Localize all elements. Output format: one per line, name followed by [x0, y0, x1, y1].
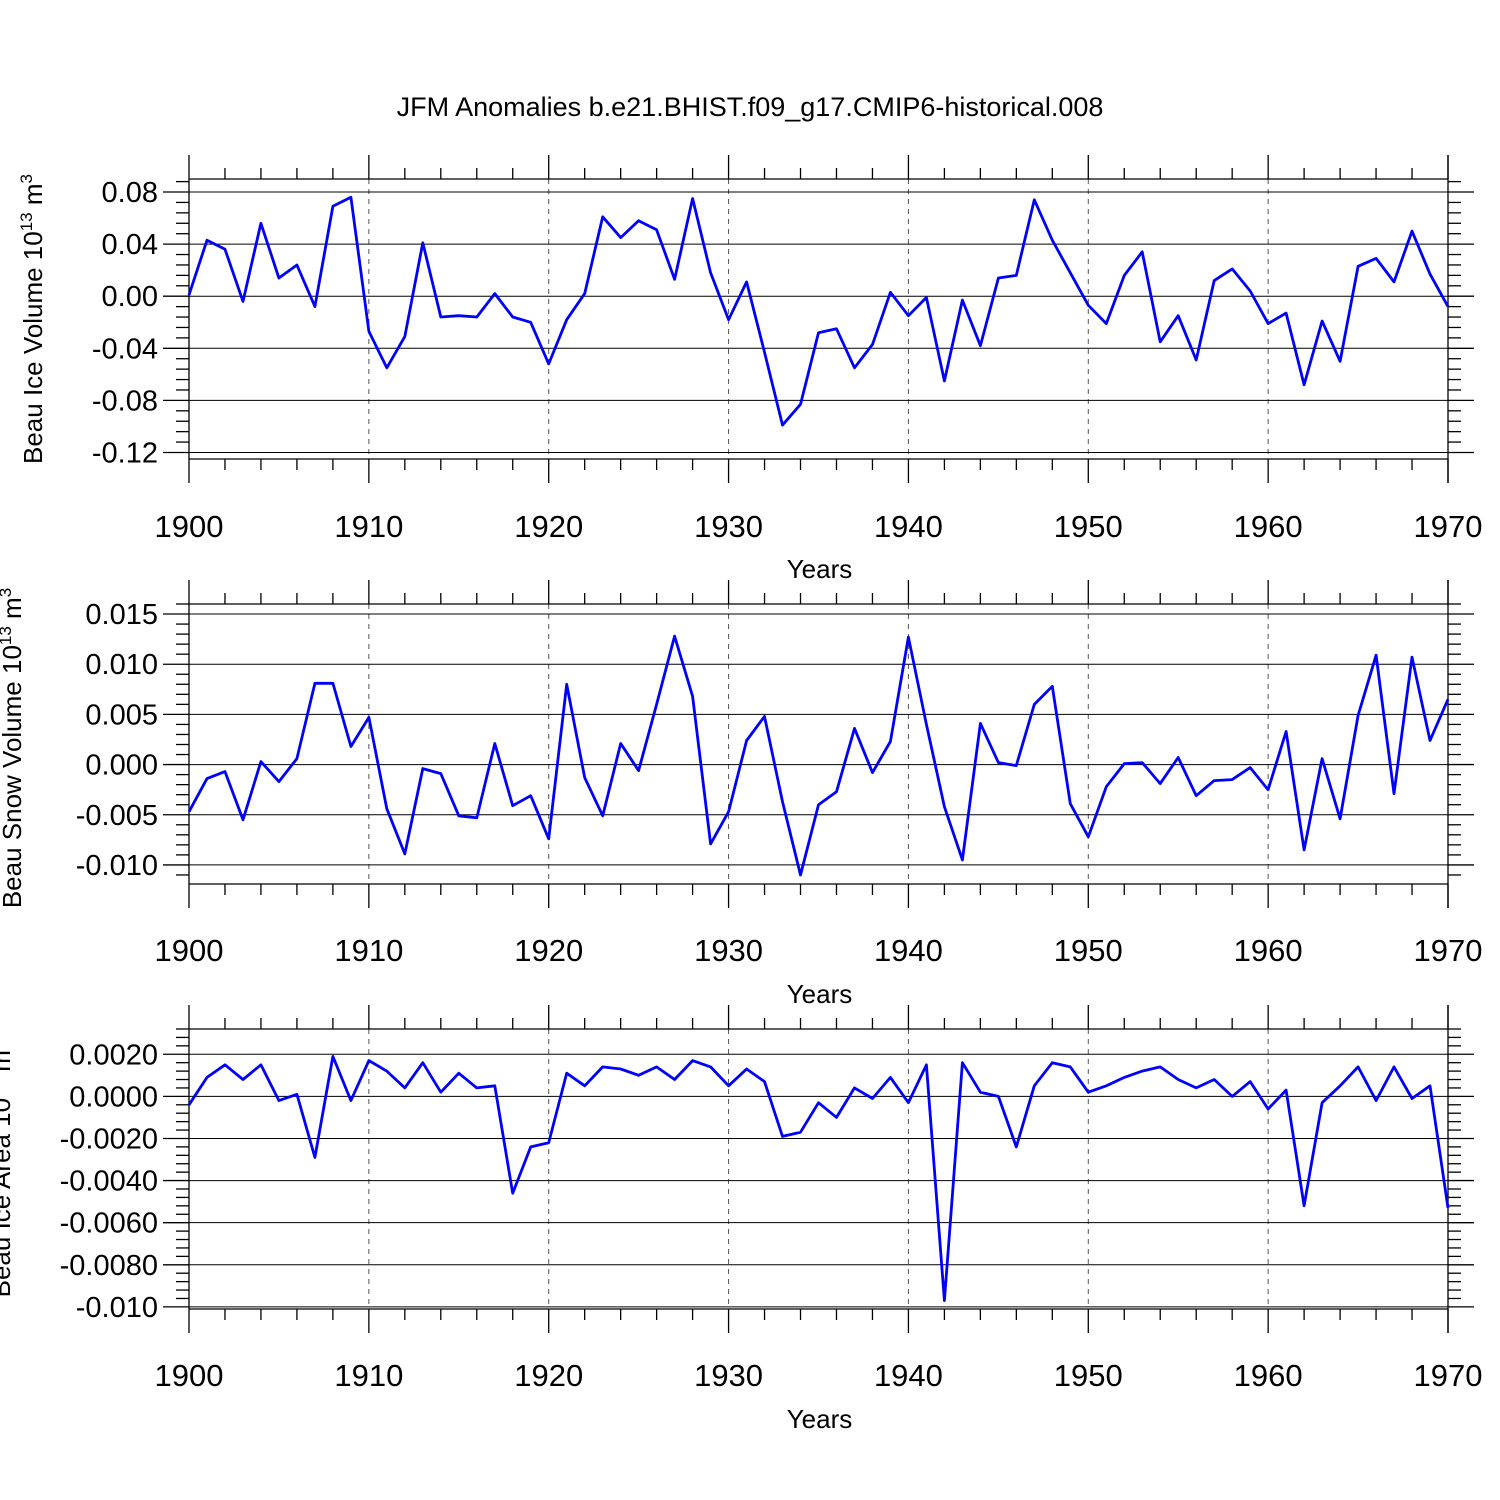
x-axis-title: Years	[787, 554, 853, 584]
y-axis-title-unit-exponent: 2	[0, 1041, 4, 1050]
y-axis-title-text: Beau Ice Volume 10	[18, 231, 48, 464]
x-tick-label: 1960	[1234, 1358, 1303, 1393]
y-tick-label: 0.010	[85, 649, 158, 681]
x-axis-title: Years	[787, 1404, 853, 1434]
y-tick-label: -0.08	[92, 385, 158, 417]
y-axis-title-exponent: 13	[17, 212, 36, 231]
y-axis-title-unit-exponent: 3	[0, 588, 15, 597]
x-tick-label: 1970	[1414, 933, 1483, 968]
y-axis-title-unit: m	[0, 597, 27, 626]
y-tick-label: -0.04	[92, 333, 158, 365]
y-tick-label: -0.0040	[60, 1166, 158, 1198]
x-tick-label: 1910	[334, 509, 403, 544]
chart-title: JFM Anomalies b.e21.BHIST.f09_g17.CMIP6-…	[397, 92, 1104, 122]
x-tick-label: 1950	[1054, 933, 1123, 968]
y-axis-title-unit-exponent: 3	[17, 174, 36, 183]
y-axis-title-unit: m	[18, 183, 48, 212]
x-tick-label: 1940	[874, 933, 943, 968]
series-line	[187, 195, 1450, 427]
y-axis-title: Beau Ice Volume 1013 m3	[17, 174, 48, 464]
x-tick-label: 1900	[155, 933, 224, 968]
x-tick-label: 1920	[514, 1358, 583, 1393]
y-tick-label: -0.0060	[60, 1208, 158, 1240]
x-tick-label: 1930	[694, 1358, 763, 1393]
x-tick-label: 1950	[1054, 1358, 1123, 1393]
y-tick-label: -0.0020	[60, 1123, 158, 1155]
x-tick-label: 1940	[874, 1358, 943, 1393]
y-tick-label: 0.015	[85, 599, 158, 631]
x-tick-label: 1930	[694, 933, 763, 968]
x-tick-label: 1970	[1414, 1358, 1483, 1393]
y-tick-label: -0.12	[92, 437, 158, 469]
x-tick-label: 1960	[1234, 933, 1303, 968]
y-tick-label: -0.0080	[60, 1250, 158, 1282]
panels: -0.12 -0.08 -0.04 0.00 0.04 0.08 1900 1910 1920 1…	[0, 155, 1482, 1434]
x-tick-label: 1930	[694, 509, 763, 544]
y-axis-title-text: Beau Snow Volume 10	[0, 645, 27, 908]
y-tick-label: 0.0020	[69, 1039, 158, 1071]
y-axis-title-exponent: 13	[0, 626, 15, 645]
x-tick-label: 1970	[1414, 509, 1483, 544]
y-axis-title: Beau Ice Area 1013 m2	[0, 1041, 16, 1298]
y-tick-label: 0.00	[102, 281, 158, 313]
y-tick-label: 0.000	[85, 750, 158, 782]
series-line	[187, 1055, 1450, 1302]
x-tick-label: 1920	[514, 933, 583, 968]
x-tick-label: 1950	[1054, 509, 1123, 544]
y-tick-label: -0.005	[76, 800, 158, 832]
x-tick-label: 1900	[155, 1358, 224, 1393]
y-tick-label: -0.010	[76, 1292, 158, 1324]
x-axis-title: Years	[787, 979, 853, 1009]
x-tick-label: 1960	[1234, 509, 1303, 544]
y-axis-title-unit: m	[0, 1050, 16, 1079]
chart-panel-2: -0.010 -0.005 0.000 0.005 0.010 0.015 1900 1910…	[0, 580, 1482, 1009]
y-tick-label: 0.08	[102, 177, 158, 209]
chart-panel-1: -0.12 -0.08 -0.04 0.00 0.04 0.08 1900 1910 1920 1…	[17, 155, 1482, 584]
series-line	[187, 634, 1450, 877]
y-axis-title-text: Beau Ice Area 10	[0, 1098, 16, 1297]
y-tick-label: -0.010	[76, 850, 158, 882]
x-tick-label: 1910	[334, 933, 403, 968]
x-tick-label: 1910	[334, 1358, 403, 1393]
x-tick-label: 1940	[874, 509, 943, 544]
y-tick-label: 0.005	[85, 699, 158, 731]
y-tick-label: 0.04	[102, 229, 158, 261]
x-tick-label: 1920	[514, 509, 583, 544]
y-axis-title-exponent: 13	[0, 1079, 4, 1098]
y-tick-label: 0.0000	[69, 1081, 158, 1113]
x-tick-label: 1900	[155, 509, 224, 544]
chart-panel-3: -0.010 -0.0080 -0.0060 -0.0040 -0.0020 0.0000…	[0, 1005, 1482, 1434]
y-axis-title: Beau Snow Volume 1013 m3	[0, 588, 27, 908]
